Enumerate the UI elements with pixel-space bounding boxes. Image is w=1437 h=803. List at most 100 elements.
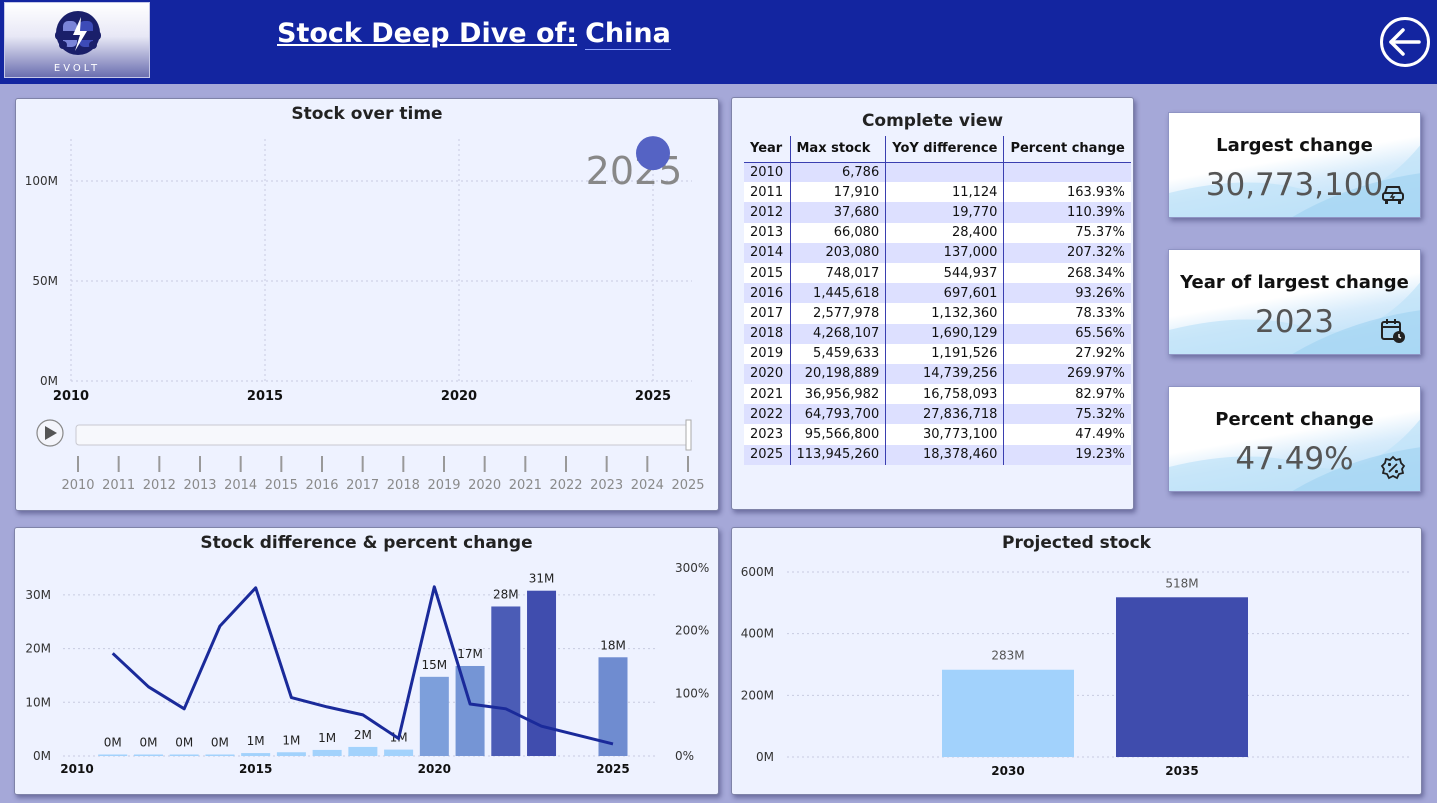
bar[interactable]	[348, 746, 378, 756]
bar[interactable]	[598, 657, 628, 756]
back-arrow-icon[interactable]	[1379, 16, 1431, 68]
slider-year-label[interactable]: 2022	[549, 478, 582, 493]
cell-yoy-difference: 19,770	[885, 202, 1004, 223]
play-axis-thumb[interactable]	[685, 419, 692, 451]
table-row[interactable]: 2015 748,017 544,937 268.34%	[744, 262, 1131, 284]
col-header-year[interactable]: Year	[744, 136, 790, 163]
slider-year-label[interactable]: 2017	[346, 478, 379, 493]
table-header-row: Year Max stock YoY difference Percent ch…	[744, 136, 1131, 163]
cell-year: 2010	[744, 162, 790, 183]
slider-year-label[interactable]: 2013	[183, 478, 216, 493]
table-row[interactable]: 2017 2,577,978 1,132,360 78.33%	[744, 303, 1131, 324]
col-header-percent-change[interactable]: Percent change	[1003, 136, 1131, 163]
cell-yoy-difference	[885, 162, 1004, 183]
cell-max-stock: 95,566,800	[789, 424, 886, 445]
bar[interactable]	[169, 754, 199, 757]
x-tick-label: 2010	[60, 762, 93, 776]
table-row[interactable]: 2014 203,080 137,000 207.32%	[744, 242, 1131, 263]
bar[interactable]	[491, 606, 521, 756]
percent-badge-icon	[1380, 455, 1406, 480]
cell-yoy-difference: 697,601	[885, 283, 1004, 304]
slider-year-label[interactable]: 2018	[387, 478, 420, 493]
bar[interactable]	[419, 676, 449, 756]
kpi-value: 2023	[1255, 304, 1334, 340]
cell-year: 2022	[744, 404, 790, 425]
table-row[interactable]: 2013 66,080 28,400 75.37%	[744, 222, 1131, 243]
slider-year-label[interactable]: 2015	[265, 478, 298, 493]
bar[interactable]	[455, 665, 485, 756]
table-row[interactable]: 2023 95,566,800 30,773,100 47.49%	[744, 424, 1131, 445]
complete-view-panel: Complete view Year Max stock YoY differe…	[731, 97, 1134, 510]
table-row[interactable]: 2025 113,945,260 18,378,460 19.23%	[744, 444, 1131, 465]
bar[interactable]	[942, 669, 1074, 757]
cell-max-stock: 5,459,633	[789, 343, 886, 364]
cell-year: 2011	[744, 182, 790, 203]
y-tick-label: 30M	[25, 588, 51, 602]
country-selector[interactable]: China	[585, 18, 671, 50]
cell-yoy-difference: 27,836,718	[885, 404, 1004, 425]
bar[interactable]	[241, 753, 271, 756]
bar[interactable]	[527, 590, 557, 756]
slider-year-label[interactable]: 2021	[509, 478, 542, 493]
bar[interactable]	[276, 752, 306, 756]
col-header-max-stock[interactable]: Max stock	[789, 136, 886, 163]
bar[interactable]	[1116, 597, 1248, 757]
table-row[interactable]: 2019 5,459,633 1,191,526 27.92%	[744, 343, 1131, 364]
kpi-value: 30,773,100	[1205, 167, 1384, 203]
bar-data-label: 0M	[211, 736, 229, 750]
bar-data-label: 1M	[247, 734, 265, 748]
car-icon	[1382, 186, 1404, 204]
y2-tick-label: 300%	[675, 561, 709, 575]
slider-year-label[interactable]: 2012	[143, 478, 176, 493]
slider-year-label[interactable]: 2024	[631, 478, 664, 493]
y-tick-label: 200M	[741, 688, 774, 702]
cell-percent-change: 27.92%	[1003, 343, 1131, 364]
cell-percent-change: 269.97%	[1003, 363, 1131, 385]
bar-data-label: 283M	[991, 649, 1024, 663]
cell-max-stock: 66,080	[789, 222, 886, 243]
bar[interactable]	[98, 754, 128, 757]
slider-year-label[interactable]: 2020	[468, 478, 501, 493]
slider-year-label[interactable]: 2023	[590, 478, 623, 493]
slider-year-label[interactable]: 2010	[61, 478, 94, 493]
x-tick-label: 2010	[53, 389, 89, 404]
play-button[interactable]	[36, 419, 64, 447]
bar[interactable]	[205, 754, 235, 757]
table-row[interactable]: 2010 6,786	[744, 162, 1131, 183]
cell-year: 2020	[744, 363, 790, 385]
table-row[interactable]: 2022 64,793,700 27,836,718 75.32%	[744, 404, 1131, 425]
table-row[interactable]: 2020 20,198,889 14,739,256 269.97%	[744, 363, 1131, 385]
cell-yoy-difference: 544,937	[885, 262, 1004, 284]
slider-year-label[interactable]: 2025	[671, 478, 704, 493]
slider-year-label[interactable]: 2011	[102, 478, 135, 493]
play-axis-track[interactable]	[75, 424, 691, 446]
bar-data-label: 0M	[175, 736, 193, 750]
kpi-card-year-of-largest-change: Year of largest change 2023	[1168, 249, 1421, 355]
table-row[interactable]: 2016 1,445,618 697,601 93.26%	[744, 283, 1131, 304]
bar-data-label: 1M	[318, 731, 336, 745]
complete-view-title: Complete view	[861, 111, 1004, 131]
page-title: Stock Deep Dive of: China	[277, 18, 671, 50]
bar[interactable]	[312, 749, 342, 756]
table-row[interactable]: 2018 4,268,107 1,690,129 65.56%	[744, 323, 1131, 344]
play-icon[interactable]	[45, 426, 57, 440]
bar-data-label: 0M	[104, 736, 122, 750]
col-header-yoy-difference[interactable]: YoY difference	[885, 136, 1004, 163]
cell-year: 2016	[744, 283, 790, 304]
bar-data-label: 0M	[139, 736, 157, 750]
logo-emblem-icon	[55, 11, 101, 55]
slider-year-label[interactable]: 2014	[224, 478, 257, 493]
kpi-value: 47.49%	[1235, 441, 1354, 477]
table-row[interactable]: 2012 37,680 19,770 110.39%	[744, 202, 1131, 223]
bar[interactable]	[384, 749, 414, 756]
table-row[interactable]: 2011 17,910 11,124 163.93%	[744, 182, 1131, 203]
slider-year-label[interactable]: 2019	[427, 478, 460, 493]
cell-year: 2013	[744, 222, 790, 243]
complete-view-table: Year Max stock YoY difference Percent ch…	[744, 136, 1131, 465]
slider-year-label[interactable]: 2016	[305, 478, 338, 493]
data-point[interactable]	[636, 136, 670, 171]
cell-year: 2019	[744, 343, 790, 364]
table-row[interactable]: 2021 36,956,982 16,758,093 82.97%	[744, 384, 1131, 405]
bar[interactable]	[133, 754, 163, 757]
cell-yoy-difference: 11,124	[885, 182, 1004, 203]
